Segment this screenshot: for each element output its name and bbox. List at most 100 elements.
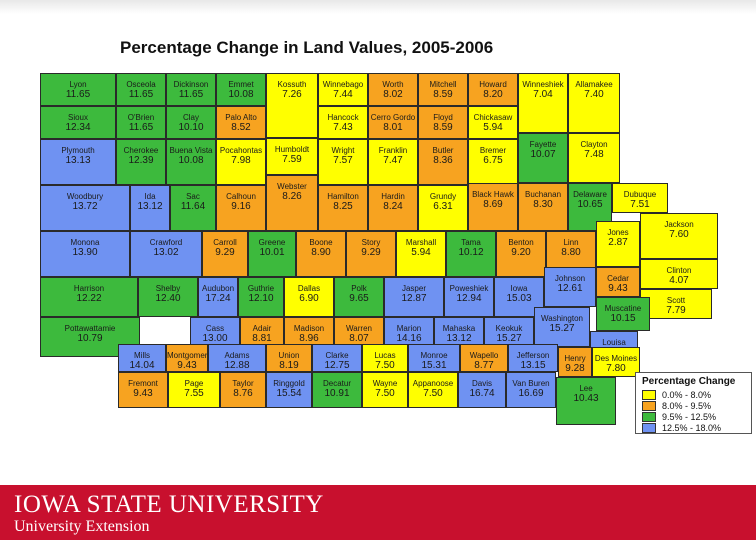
county-name: Pottawattamie [64, 324, 116, 333]
county-name: Dickinson [173, 80, 209, 89]
county-page: Page 7.55 [168, 372, 220, 408]
county-name: Cherokee [123, 146, 159, 155]
legend-swatch-green [642, 411, 656, 422]
county-value: 8.25 [333, 201, 353, 212]
county-value: 15.31 [421, 360, 447, 371]
county-name: Page [184, 379, 204, 388]
legend-title: Percentage Change [642, 376, 736, 387]
county-poweshiek: Poweshiek 12.94 [444, 277, 494, 317]
county-grundy: Grundy 6.31 [418, 185, 468, 231]
county-name: Chickasaw [473, 113, 513, 122]
county-name: Appanoose [412, 379, 454, 388]
county-greene: Greene 10.01 [248, 231, 296, 277]
map-legend: Percentage Change 0.0% - 8.0% 8.0% - 9.5… [635, 372, 752, 434]
county-union: Union 8.19 [266, 344, 312, 372]
county-value: 13.12 [137, 201, 163, 212]
county-value: 8.76 [233, 388, 253, 399]
county-name: Des Moines [594, 354, 638, 363]
county-hamilton: Hamilton 8.25 [318, 185, 368, 231]
county-chickasaw: Chickasaw 5.94 [468, 106, 518, 139]
county-tama: Tama 10.12 [446, 231, 496, 277]
county-name: Adams [224, 351, 250, 360]
county-value: 7.43 [333, 122, 353, 133]
county-name: Buena Vista [169, 146, 213, 155]
county-name: Worth [382, 80, 404, 89]
county-ida: Ida 13.12 [130, 185, 170, 231]
county-name: Grundy [429, 192, 457, 201]
county-value: 12.39 [128, 155, 154, 166]
county-value: 12.10 [248, 293, 274, 304]
county-name: Poweshiek [449, 284, 489, 293]
county-marshall: Marshall 5.94 [396, 231, 446, 277]
county-palo-alto: Palo Alto 8.52 [216, 106, 266, 139]
county-worth: Worth 8.02 [368, 73, 418, 106]
county-name: Hardin [381, 192, 405, 201]
county-name: Floyd [433, 113, 453, 122]
county-name: Clinton [666, 266, 692, 275]
county-value: 9.16 [231, 201, 251, 212]
county-name: Harrison [73, 284, 105, 293]
county-name: Plymouth [61, 146, 95, 155]
county-cedar: Cedar 9.43 [596, 267, 640, 297]
county-name: Allamakee [575, 80, 613, 89]
county-value: 7.50 [375, 360, 395, 371]
county-value: 7.44 [333, 89, 353, 100]
county-cerro-gordo: Cerro Gordo 8.01 [368, 106, 418, 139]
county-benton: Benton 9.20 [496, 231, 546, 277]
county-calhoun: Calhoun 9.16 [216, 185, 266, 231]
county-carroll: Carroll 9.29 [202, 231, 248, 277]
county-name: Jones [607, 228, 629, 237]
legend-item: 12.5% - 18.0% [642, 422, 745, 433]
county-osceola: Osceola 11.65 [116, 73, 166, 106]
county-name: Polk [351, 284, 367, 293]
county-value: 11.65 [128, 122, 154, 133]
county-name: Franklin [378, 146, 408, 155]
county-name: Madison [293, 324, 325, 333]
county-name: Ringgold [273, 379, 305, 388]
county-franklin: Franklin 7.47 [368, 139, 418, 185]
legend-item: 0.0% - 8.0% [642, 389, 745, 400]
county-name: Adair [252, 324, 272, 333]
county-woodbury: Woodbury 13.72 [40, 185, 130, 231]
county-name: Hamilton [327, 192, 359, 201]
county-name: Guthrie [247, 284, 275, 293]
county-name: Monroe [420, 351, 448, 360]
county-value: 9.43 [608, 283, 628, 294]
county-name: Story [361, 238, 381, 247]
county-des-moines: Des Moines 7.80 [592, 347, 640, 377]
county-value: 9.20 [511, 247, 531, 258]
county-wayne: Wayne 7.50 [362, 372, 408, 408]
county-name: Howard [479, 80, 507, 89]
county-name: Osceola [126, 80, 156, 89]
county-winnebago: Winnebago 7.44 [318, 73, 368, 106]
county-henry: Henry 9.28 [558, 347, 592, 377]
county-name: Linn [563, 238, 579, 247]
county-clinton: Clinton 4.07 [640, 259, 718, 289]
county-dickinson: Dickinson 11.65 [166, 73, 216, 106]
county-name: Jackson [664, 220, 694, 229]
county-crawford: Crawford 13.02 [130, 231, 202, 277]
county-value: 7.98 [231, 155, 251, 166]
county-name: Butler [432, 146, 454, 155]
county-value: 15.54 [276, 388, 302, 399]
county-value: 4.07 [669, 275, 689, 286]
county-value: 13.12 [446, 333, 472, 344]
county-howard: Howard 8.20 [468, 73, 518, 106]
county-name: Dubuque [623, 190, 657, 199]
county-name: Calhoun [226, 192, 256, 201]
county-pocahontas: Pocahontas 7.98 [216, 139, 266, 185]
county-name: Muscatine [604, 304, 642, 313]
county-value: 7.57 [333, 155, 353, 166]
county-value: 8.80 [561, 247, 581, 258]
county-value: 8.77 [474, 360, 494, 371]
county-value: 12.61 [557, 283, 583, 294]
county-name: Kossuth [277, 80, 307, 89]
county-allamakee: Allamakee 7.40 [568, 73, 620, 133]
county-ringgold: Ringgold 15.54 [266, 372, 312, 408]
county-name: Sac [186, 192, 200, 201]
county-value: 17.24 [205, 293, 231, 304]
county-value: 8.36 [433, 155, 453, 166]
county-name: Cedar [607, 274, 629, 283]
county-name: Webster [277, 182, 307, 191]
